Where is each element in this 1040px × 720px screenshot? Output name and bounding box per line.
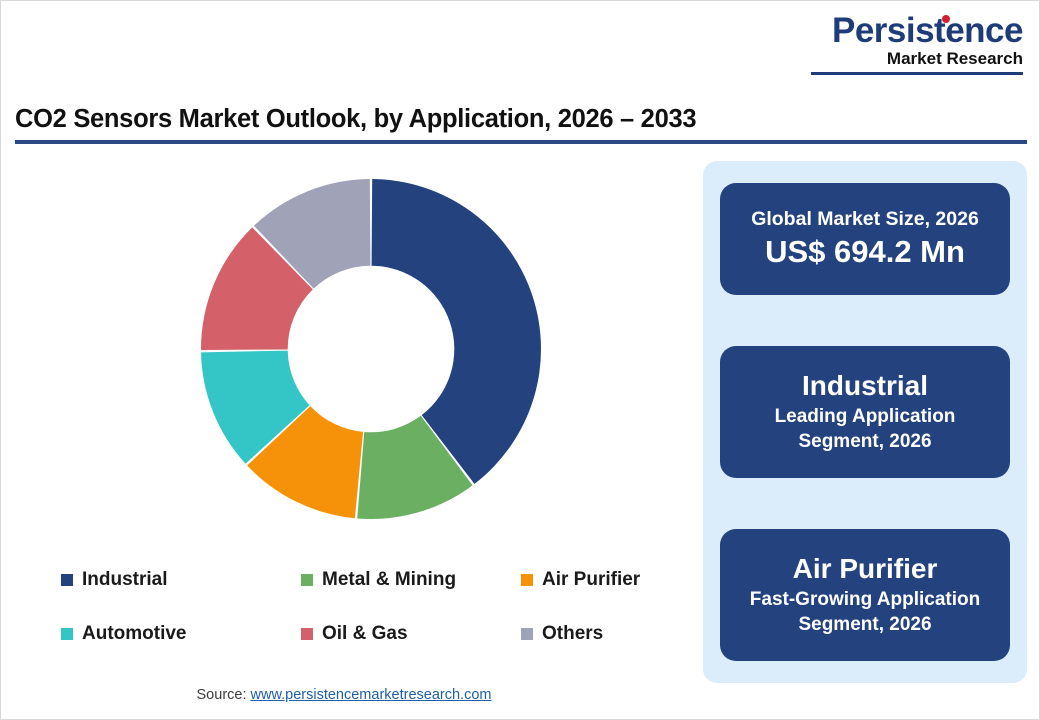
legend-item-automotive[interactable]: Automotive: [61, 623, 301, 645]
leading-segment-caption-line1: Leading Application: [774, 406, 956, 428]
donut-slice-air-purifier[interactable]: [247, 406, 364, 519]
donut-chart: [15, 161, 687, 551]
leading-segment-caption-line2: Segment, 2026: [798, 431, 932, 453]
highlights-panel: Global Market Size, 2026 US$ 694.2 Mn In…: [703, 161, 1027, 683]
brand-name-main-text: Persistence: [831, 11, 1024, 50]
legend-swatch-automotive: [61, 628, 73, 640]
stat-card-fast-growing-segment: Air Purifier Fast-Growing Application Se…: [720, 529, 1010, 661]
legend-item-others[interactable]: Others: [521, 623, 681, 645]
legend-item-oil-gas[interactable]: Oil & Gas: [301, 623, 521, 645]
donut-chart-svg: [201, 179, 541, 519]
fast-growing-caption-line2: Segment, 2026: [798, 614, 932, 636]
source-url-link[interactable]: www.persistencemarketresearch.com: [250, 687, 492, 703]
chart-legend: Industrial Metal & Mining Air Purifier A…: [61, 553, 681, 661]
donut-slice-oil-gas[interactable]: [201, 227, 313, 350]
donut-slice-automotive[interactable]: [201, 350, 310, 464]
page-title: CO2 Sensors Market Outlook, by Applicati…: [15, 105, 697, 133]
fast-growing-segment-name: Air Purifier: [792, 553, 938, 585]
legend-item-metal-mining[interactable]: Metal & Mining: [301, 569, 521, 591]
page-title-block: CO2 Sensors Market Outlook, by Applicati…: [15, 105, 1027, 144]
stat-card-leading-segment: Industrial Leading Application Segment, …: [720, 346, 1010, 478]
legend-item-industrial[interactable]: Industrial: [61, 569, 301, 591]
legend-label-automotive: Automotive: [82, 623, 187, 644]
legend-label-air-purifier: Air Purifier: [542, 569, 641, 590]
legend-swatch-industrial: [61, 574, 73, 586]
legend-swatch-others: [521, 628, 533, 640]
legend-swatch-metal-mining: [301, 574, 313, 586]
brand-dot-icon: [941, 15, 950, 23]
source-line: Source: www.persistencemarketresearch.co…: [1, 687, 687, 703]
market-size-value: US$ 694.2 Mn: [765, 234, 965, 270]
donut-slice-group: [201, 179, 541, 519]
legend-label-metal-mining: Metal & Mining: [322, 569, 457, 590]
legend-label-industrial: Industrial: [82, 569, 168, 590]
legend-swatch-oil-gas: [301, 628, 313, 640]
legend-item-air-purifier[interactable]: Air Purifier: [521, 569, 681, 591]
donut-slice-metal-mining[interactable]: [357, 415, 473, 519]
stat-card-market-size: Global Market Size, 2026 US$ 694.2 Mn: [720, 183, 1010, 295]
brand-logo: Persistence Market Research: [811, 11, 1024, 75]
source-prefix: Source:: [196, 687, 251, 703]
legend-label-others: Others: [542, 623, 604, 644]
fast-growing-caption-line1: Fast-Growing Application: [749, 589, 981, 611]
title-underline: [15, 140, 1027, 144]
donut-slice-industrial[interactable]: [371, 179, 541, 484]
donut-slice-others[interactable]: [253, 179, 371, 289]
brand-name-sub: Market Research: [886, 49, 1023, 68]
brand-underline: [811, 72, 1023, 75]
brand-name-main: Persistence: [831, 11, 1024, 50]
legend-swatch-air-purifier: [521, 574, 533, 586]
market-size-label: Global Market Size, 2026: [751, 207, 979, 230]
leading-segment-name: Industrial: [801, 370, 928, 402]
legend-label-oil-gas: Oil & Gas: [322, 623, 408, 644]
